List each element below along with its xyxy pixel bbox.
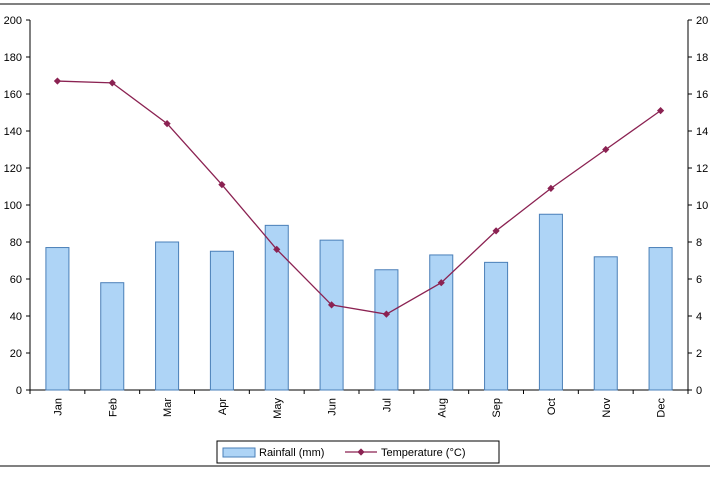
y-left-tick-label: 40 <box>10 311 22 323</box>
bar-rainfall <box>155 241 180 391</box>
y-right-tick-label: 16 <box>696 89 708 101</box>
x-tick-label: Dec <box>656 398 668 418</box>
bar-rainfall <box>100 282 125 391</box>
bar-rainfall <box>593 256 618 391</box>
x-tick-label: May <box>272 398 284 419</box>
bar-rainfall <box>45 247 70 391</box>
y-right-tick-label: 14 <box>696 126 708 138</box>
y-right-tick-label: 12 <box>696 163 708 175</box>
bar-rainfall <box>264 224 289 391</box>
legend-swatch-rainfall <box>222 447 256 458</box>
x-tick-label: Jan <box>52 398 64 416</box>
bar-rainfall <box>429 254 454 391</box>
y-right-tick-label: 20 <box>696 15 708 27</box>
point-temperature <box>656 107 665 115</box>
y-left-tick-label: 120 <box>4 163 22 175</box>
x-tick-label: Jun <box>327 398 339 416</box>
bar-rainfall <box>484 261 509 391</box>
x-tick-label: Apr <box>217 398 229 415</box>
y-right-tick-label: 10 <box>696 200 708 212</box>
bar-rainfall <box>374 269 399 391</box>
bar-rainfall <box>538 213 563 391</box>
y-right-tick-label: 8 <box>696 237 702 249</box>
y-left-tick-label: 60 <box>10 274 22 286</box>
y-left-tick-label: 200 <box>4 15 22 27</box>
point-temperature <box>53 77 62 85</box>
point-temperature <box>492 227 500 235</box>
y-right-tick-label: 0 <box>696 385 702 397</box>
y-right-tick-label: 4 <box>696 311 702 323</box>
y-right-tick-label: 2 <box>696 348 702 360</box>
y-left-tick-label: 180 <box>4 52 22 64</box>
point-temperature <box>108 79 116 87</box>
legend-label-rainfall: Rainfall (mm) <box>259 447 324 459</box>
bar-rainfall <box>319 239 344 391</box>
point-temperature <box>437 279 445 287</box>
y-left-tick-label: 100 <box>4 200 22 212</box>
y-right-tick-label: 6 <box>696 274 702 286</box>
y-left-tick-label: 20 <box>10 348 22 360</box>
y-left-tick-label: 140 <box>4 126 22 138</box>
y-left-tick-label: 0 <box>16 385 22 397</box>
point-temperature <box>273 245 281 253</box>
x-tick-label: Jul <box>381 398 393 412</box>
x-tick-label: Feb <box>107 398 119 417</box>
legend-marker-temperature <box>357 448 365 456</box>
y-left-tick-label: 80 <box>10 237 22 249</box>
y-right-tick-label: 18 <box>696 52 708 64</box>
bar-rainfall <box>209 250 234 391</box>
y-left-tick-label: 160 <box>4 89 22 101</box>
bar-rainfall <box>648 247 673 391</box>
x-tick-label: Aug <box>436 398 448 418</box>
x-tick-label: Mar <box>162 398 174 417</box>
point-temperature <box>602 145 610 154</box>
line-temperature <box>57 80 661 315</box>
point-temperature <box>547 184 555 192</box>
point-temperature <box>327 301 336 309</box>
point-temperature <box>218 181 226 189</box>
legend-label-temperature: Temperature (°C) <box>381 447 465 459</box>
point-temperature <box>163 120 171 128</box>
x-tick-label: Sep <box>491 398 503 418</box>
x-tick-label: Nov <box>601 398 613 418</box>
x-tick-label: Oct <box>546 398 558 415</box>
point-temperature <box>382 310 391 318</box>
